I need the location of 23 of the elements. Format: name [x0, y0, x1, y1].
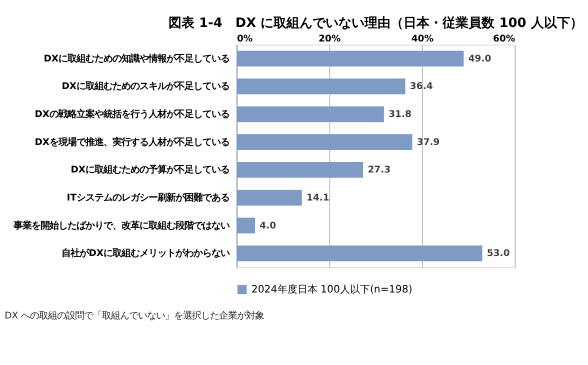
- chart-title: 図表 1-4 DX に取組んでいない理由（日本・従業員数 100 人以下）: [168, 16, 583, 32]
- text: 4.0: [260, 220, 276, 232]
- text: 14.1: [306, 192, 330, 204]
- x-tick-label: 0%: [236, 33, 253, 44]
- y-tick-label: DXに取組むための予算が不足している: [70, 164, 230, 176]
- legend-label: 2024年度日本 100人以下(n=198): [251, 283, 412, 296]
- text: DX への取組の設問で「取組んでいない」を選択した企業が対象: [4, 310, 264, 322]
- y-tick-label: 自社がDXに取組むメリットがわからない: [62, 248, 230, 260]
- y-tick-label: 事業を開始したばかりで、改革に取組む段階ではない: [12, 220, 230, 232]
- y-tick-label: DXに取組むための知識や情報が不足している: [44, 53, 230, 64]
- y-tick-label: DXの戦略立案や統括を行う人材が不足している: [34, 108, 230, 120]
- text: 31.8: [388, 109, 412, 120]
- text: 27.3: [368, 164, 391, 176]
- x-tick-label: 60%: [493, 33, 516, 44]
- x-tick-label: 20%: [318, 33, 341, 44]
- y-tick-label: DXを現場で推進、実行する人材が不足している: [34, 136, 230, 148]
- text: 36.4: [410, 81, 433, 92]
- text: 53.0: [486, 248, 510, 260]
- y-tick-label: ITシステムのレガシー刷新が困難である: [66, 192, 230, 204]
- y-tick-label: DXに取組むためのスキルが不足している: [62, 81, 230, 92]
- text: 49.0: [468, 53, 492, 64]
- x-tick-label: 40%: [411, 33, 434, 44]
- text: 37.9: [416, 136, 440, 148]
